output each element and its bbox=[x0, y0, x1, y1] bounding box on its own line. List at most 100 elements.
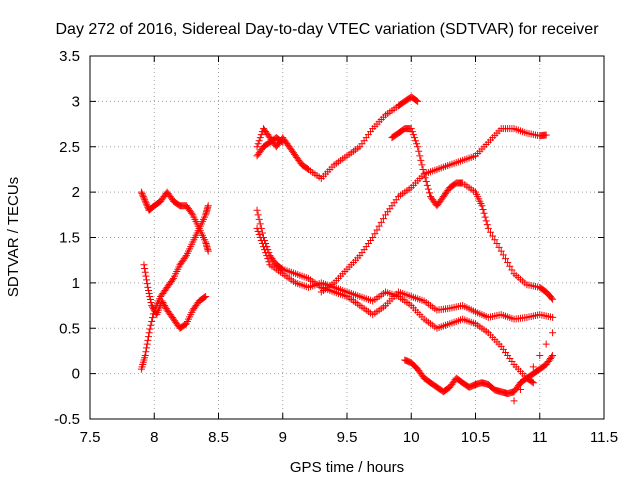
data-point bbox=[415, 147, 423, 155]
data-point bbox=[142, 348, 150, 356]
x-tick-label: 8 bbox=[150, 429, 158, 446]
data-point bbox=[143, 344, 151, 352]
x-tick-label: 7.5 bbox=[80, 429, 101, 446]
data-point bbox=[261, 246, 269, 254]
chart-title: Day 272 of 2016, Sidereal Day-to-day VTE… bbox=[55, 21, 599, 38]
data-point bbox=[424, 185, 432, 193]
data-point bbox=[536, 351, 544, 359]
data-point bbox=[139, 193, 147, 201]
data-point bbox=[159, 299, 167, 307]
data-point bbox=[142, 199, 150, 207]
data-point bbox=[529, 363, 537, 371]
data-point bbox=[416, 152, 424, 160]
data-point bbox=[168, 276, 176, 284]
data-point bbox=[144, 336, 152, 344]
data-point bbox=[419, 165, 427, 173]
data-point bbox=[161, 302, 169, 310]
ticks: 7.5 8 8.5 9 9.5 10 10.5 11 11.5-0.500.511.522.53… bbox=[54, 48, 618, 446]
data-point bbox=[549, 351, 557, 359]
y-tick-label: 3 bbox=[72, 93, 80, 110]
x-tick-label: 11.5 bbox=[590, 429, 618, 446]
data-point bbox=[253, 224, 261, 232]
data-point bbox=[516, 386, 524, 394]
grid bbox=[90, 56, 604, 419]
y-tick-label: 2 bbox=[72, 184, 80, 201]
data-point bbox=[542, 131, 550, 139]
data-point bbox=[486, 228, 494, 236]
data-point bbox=[258, 240, 266, 248]
data-point bbox=[504, 258, 512, 266]
data-point bbox=[140, 261, 148, 269]
data-point bbox=[145, 289, 153, 297]
data-point bbox=[158, 297, 166, 305]
data-point bbox=[510, 397, 518, 405]
data-point bbox=[202, 292, 210, 300]
data-point bbox=[258, 229, 266, 237]
data-point bbox=[149, 303, 157, 311]
y-axis-label: SDTVAR / TECUs bbox=[5, 177, 22, 297]
data-point bbox=[542, 340, 550, 348]
data-point bbox=[181, 253, 189, 261]
data-point bbox=[145, 329, 153, 337]
data-point bbox=[482, 217, 490, 225]
data-point bbox=[549, 313, 557, 321]
data-point bbox=[421, 174, 429, 182]
data-point bbox=[262, 249, 270, 257]
data-point bbox=[257, 131, 265, 139]
data-point bbox=[253, 206, 261, 214]
data-point bbox=[254, 211, 262, 219]
y-tick-label: 1 bbox=[72, 275, 80, 292]
x-tick-label: 9.5 bbox=[337, 429, 358, 446]
data-point bbox=[256, 220, 264, 228]
data-point bbox=[418, 161, 426, 169]
data-point bbox=[204, 202, 212, 210]
data-point bbox=[146, 325, 154, 333]
data-point bbox=[548, 294, 556, 302]
data-point bbox=[259, 243, 267, 251]
data-point bbox=[407, 125, 415, 133]
data-point bbox=[484, 224, 492, 232]
data-point bbox=[413, 140, 421, 148]
data-point bbox=[549, 329, 557, 337]
data-point bbox=[148, 302, 156, 310]
data-point bbox=[497, 247, 505, 255]
data-point bbox=[414, 97, 422, 105]
data-point bbox=[371, 230, 379, 238]
x-axis-label: GPS time / hours bbox=[290, 459, 404, 476]
data-point bbox=[508, 266, 516, 274]
data-point bbox=[148, 317, 156, 325]
data-point bbox=[161, 303, 169, 311]
data-point bbox=[253, 143, 261, 151]
y-tick-label: 1.5 bbox=[59, 230, 80, 247]
data-point bbox=[375, 222, 383, 230]
data-point bbox=[480, 209, 488, 217]
data-point bbox=[141, 265, 149, 273]
data-point bbox=[256, 134, 264, 142]
data-point bbox=[256, 234, 264, 241]
data-point bbox=[137, 188, 145, 196]
data-point bbox=[413, 97, 421, 105]
data-point bbox=[495, 243, 503, 251]
data-point bbox=[146, 296, 154, 304]
data-point bbox=[379, 215, 387, 223]
x-tick-label: 10 bbox=[403, 429, 420, 446]
data-points bbox=[137, 93, 557, 405]
data-point bbox=[147, 321, 155, 329]
data-point bbox=[143, 340, 151, 348]
data-point bbox=[144, 286, 152, 294]
data-point bbox=[141, 351, 149, 359]
data-point bbox=[143, 200, 151, 208]
data-point bbox=[479, 206, 487, 214]
data-point bbox=[417, 156, 425, 164]
data-point bbox=[279, 138, 287, 146]
data-point bbox=[138, 190, 146, 198]
data-point bbox=[257, 237, 265, 245]
y-tick-label: -0.5 bbox=[54, 411, 80, 428]
data-point bbox=[141, 197, 149, 205]
data-point bbox=[489, 232, 497, 240]
data-point bbox=[481, 213, 489, 221]
data-point bbox=[491, 236, 499, 244]
data-point bbox=[146, 292, 154, 300]
data-point bbox=[255, 137, 263, 145]
